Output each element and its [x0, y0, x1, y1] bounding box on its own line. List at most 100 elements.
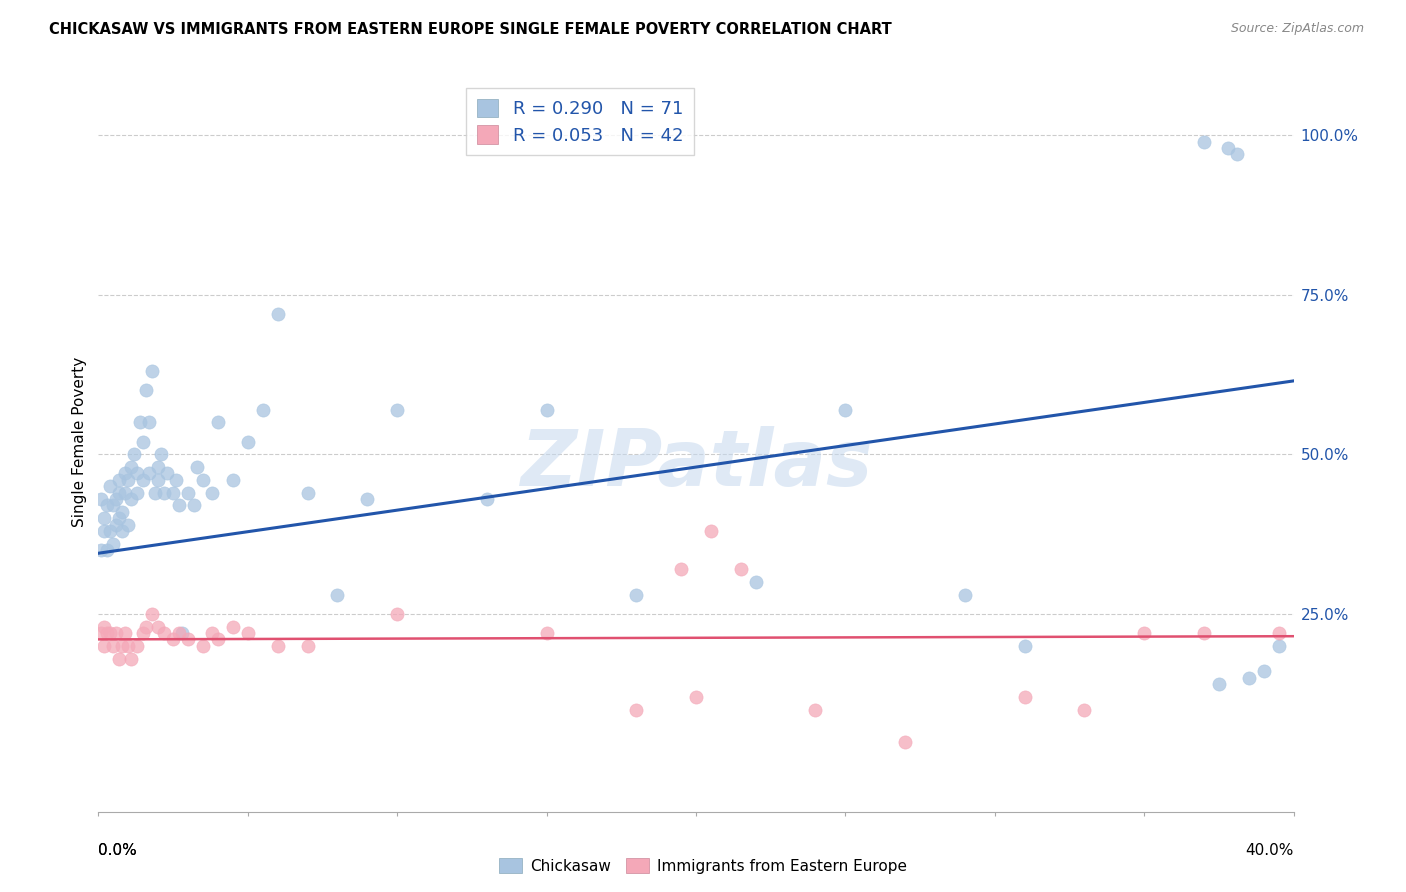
- Point: [141, 607, 163, 621]
- Point: [105, 491, 128, 506]
- Text: 40.0%: 40.0%: [1246, 843, 1294, 858]
- Point: [124, 447, 146, 461]
- Text: 0.0%: 0.0%: [98, 843, 138, 858]
- Point: [1253, 665, 1275, 679]
- Point: [103, 536, 125, 550]
- Point: [127, 639, 149, 653]
- Point: [108, 511, 131, 525]
- Point: [201, 626, 224, 640]
- Point: [730, 562, 752, 576]
- Point: [103, 639, 125, 653]
- Point: [108, 651, 131, 665]
- Point: [105, 626, 128, 640]
- Point: [148, 473, 170, 487]
- Point: [162, 485, 184, 500]
- Point: [167, 499, 190, 513]
- Point: [165, 473, 187, 487]
- Point: [177, 632, 200, 647]
- Point: [135, 384, 157, 398]
- Point: [252, 402, 274, 417]
- Point: [93, 639, 115, 653]
- Point: [191, 473, 214, 487]
- Legend: Chickasaw, Immigrants from Eastern Europe: Chickasaw, Immigrants from Eastern Europ…: [494, 852, 912, 880]
- Point: [536, 626, 558, 640]
- Point: [90, 491, 112, 506]
- Point: [236, 626, 259, 640]
- Point: [153, 626, 176, 640]
- Point: [153, 485, 176, 500]
- Point: [111, 505, 134, 519]
- Point: [132, 626, 155, 640]
- Point: [894, 734, 917, 748]
- Point: [385, 402, 409, 417]
- Legend: R = 0.290   N = 71, R = 0.053   N = 42: R = 0.290 N = 71, R = 0.053 N = 42: [465, 87, 695, 155]
- Point: [297, 485, 319, 500]
- Point: [114, 467, 136, 481]
- Point: [117, 639, 139, 653]
- Point: [1267, 626, 1289, 640]
- Y-axis label: Single Female Poverty: Single Female Poverty: [72, 357, 87, 526]
- Point: [183, 499, 205, 513]
- Point: [1226, 147, 1249, 161]
- Point: [105, 517, 128, 532]
- Point: [191, 639, 214, 653]
- Point: [129, 416, 152, 430]
- Text: Source: ZipAtlas.com: Source: ZipAtlas.com: [1230, 22, 1364, 36]
- Point: [120, 491, 142, 506]
- Point: [111, 524, 134, 538]
- Point: [150, 447, 173, 461]
- Point: [475, 491, 498, 506]
- Point: [834, 402, 856, 417]
- Point: [626, 703, 648, 717]
- Point: [745, 574, 768, 589]
- Point: [167, 626, 190, 640]
- Point: [536, 402, 558, 417]
- Point: [222, 619, 245, 633]
- Point: [177, 485, 200, 500]
- Point: [141, 364, 163, 378]
- Point: [1133, 626, 1156, 640]
- Point: [685, 690, 707, 704]
- Point: [114, 626, 136, 640]
- Point: [162, 632, 184, 647]
- Point: [1208, 677, 1230, 691]
- Text: 0.0%: 0.0%: [98, 843, 138, 858]
- Point: [326, 588, 349, 602]
- Point: [1014, 690, 1036, 704]
- Point: [1192, 135, 1215, 149]
- Point: [138, 416, 160, 430]
- Point: [100, 479, 122, 493]
- Point: [103, 499, 125, 513]
- Point: [1216, 141, 1239, 155]
- Point: [201, 485, 224, 500]
- Point: [297, 639, 319, 653]
- Point: [1073, 703, 1095, 717]
- Point: [90, 626, 112, 640]
- Point: [93, 619, 115, 633]
- Text: ZIPatlas: ZIPatlas: [520, 425, 872, 502]
- Point: [953, 588, 976, 602]
- Point: [267, 307, 290, 321]
- Point: [1014, 639, 1036, 653]
- Point: [93, 511, 115, 525]
- Point: [1192, 626, 1215, 640]
- Point: [127, 485, 149, 500]
- Point: [120, 460, 142, 475]
- Point: [207, 416, 229, 430]
- Point: [135, 619, 157, 633]
- Point: [385, 607, 409, 621]
- Point: [148, 460, 170, 475]
- Point: [117, 473, 139, 487]
- Point: [626, 588, 648, 602]
- Point: [96, 626, 118, 640]
- Point: [108, 473, 131, 487]
- Point: [100, 626, 122, 640]
- Point: [186, 460, 208, 475]
- Point: [222, 473, 245, 487]
- Point: [93, 524, 115, 538]
- Point: [804, 703, 827, 717]
- Point: [132, 434, 155, 449]
- Point: [127, 467, 149, 481]
- Point: [669, 562, 692, 576]
- Point: [96, 499, 118, 513]
